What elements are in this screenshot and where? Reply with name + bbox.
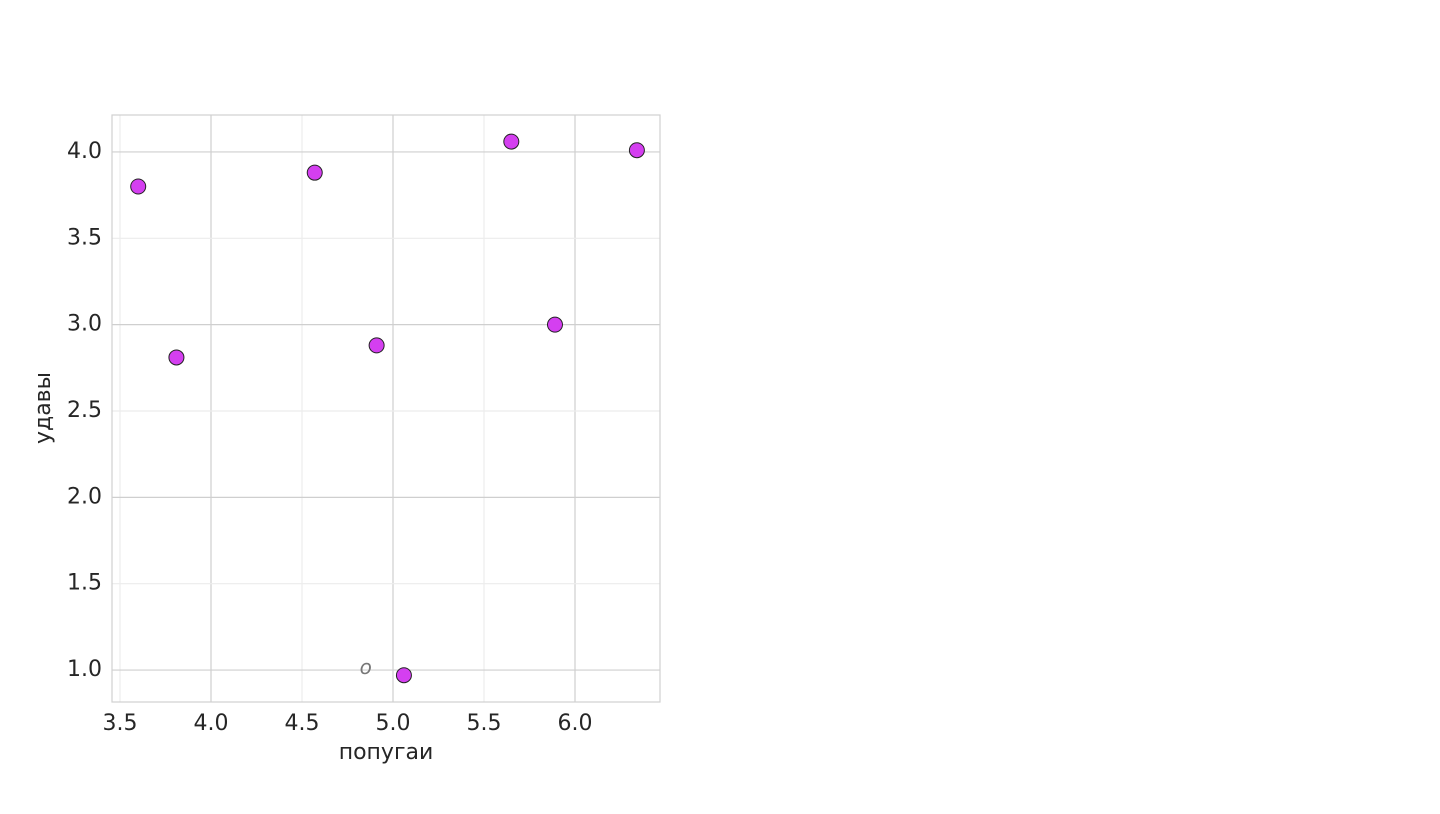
point xyxy=(546,316,563,333)
x-tick-label: 6.0 xyxy=(558,711,593,736)
y-tick-label: 1.5 xyxy=(67,571,102,596)
x-tick-label: 5.0 xyxy=(376,711,411,736)
y-axis-label: удавы xyxy=(31,372,56,444)
y-tick-label: 3.0 xyxy=(67,312,102,337)
point xyxy=(395,667,412,684)
point xyxy=(368,337,385,354)
y-tick-label: 2.5 xyxy=(67,398,102,423)
x-axis-label: попугаи xyxy=(339,740,434,765)
point xyxy=(503,133,520,150)
point xyxy=(168,349,185,366)
point xyxy=(306,164,323,181)
x-tick-label: 3.5 xyxy=(103,711,138,736)
y-tick-label: 3.5 xyxy=(67,225,102,250)
y-tick-label: 1.0 xyxy=(67,657,102,682)
y-tick-label: 4.0 xyxy=(67,139,102,164)
point xyxy=(130,178,147,195)
plot-frame xyxy=(111,114,661,703)
x-tick-label: 4.0 xyxy=(194,711,229,736)
point xyxy=(628,142,645,159)
y-tick-label: 2.0 xyxy=(67,484,102,509)
annotation: o xyxy=(360,655,372,679)
x-tick-label: 5.5 xyxy=(467,711,502,736)
x-tick-label: 4.5 xyxy=(285,711,320,736)
